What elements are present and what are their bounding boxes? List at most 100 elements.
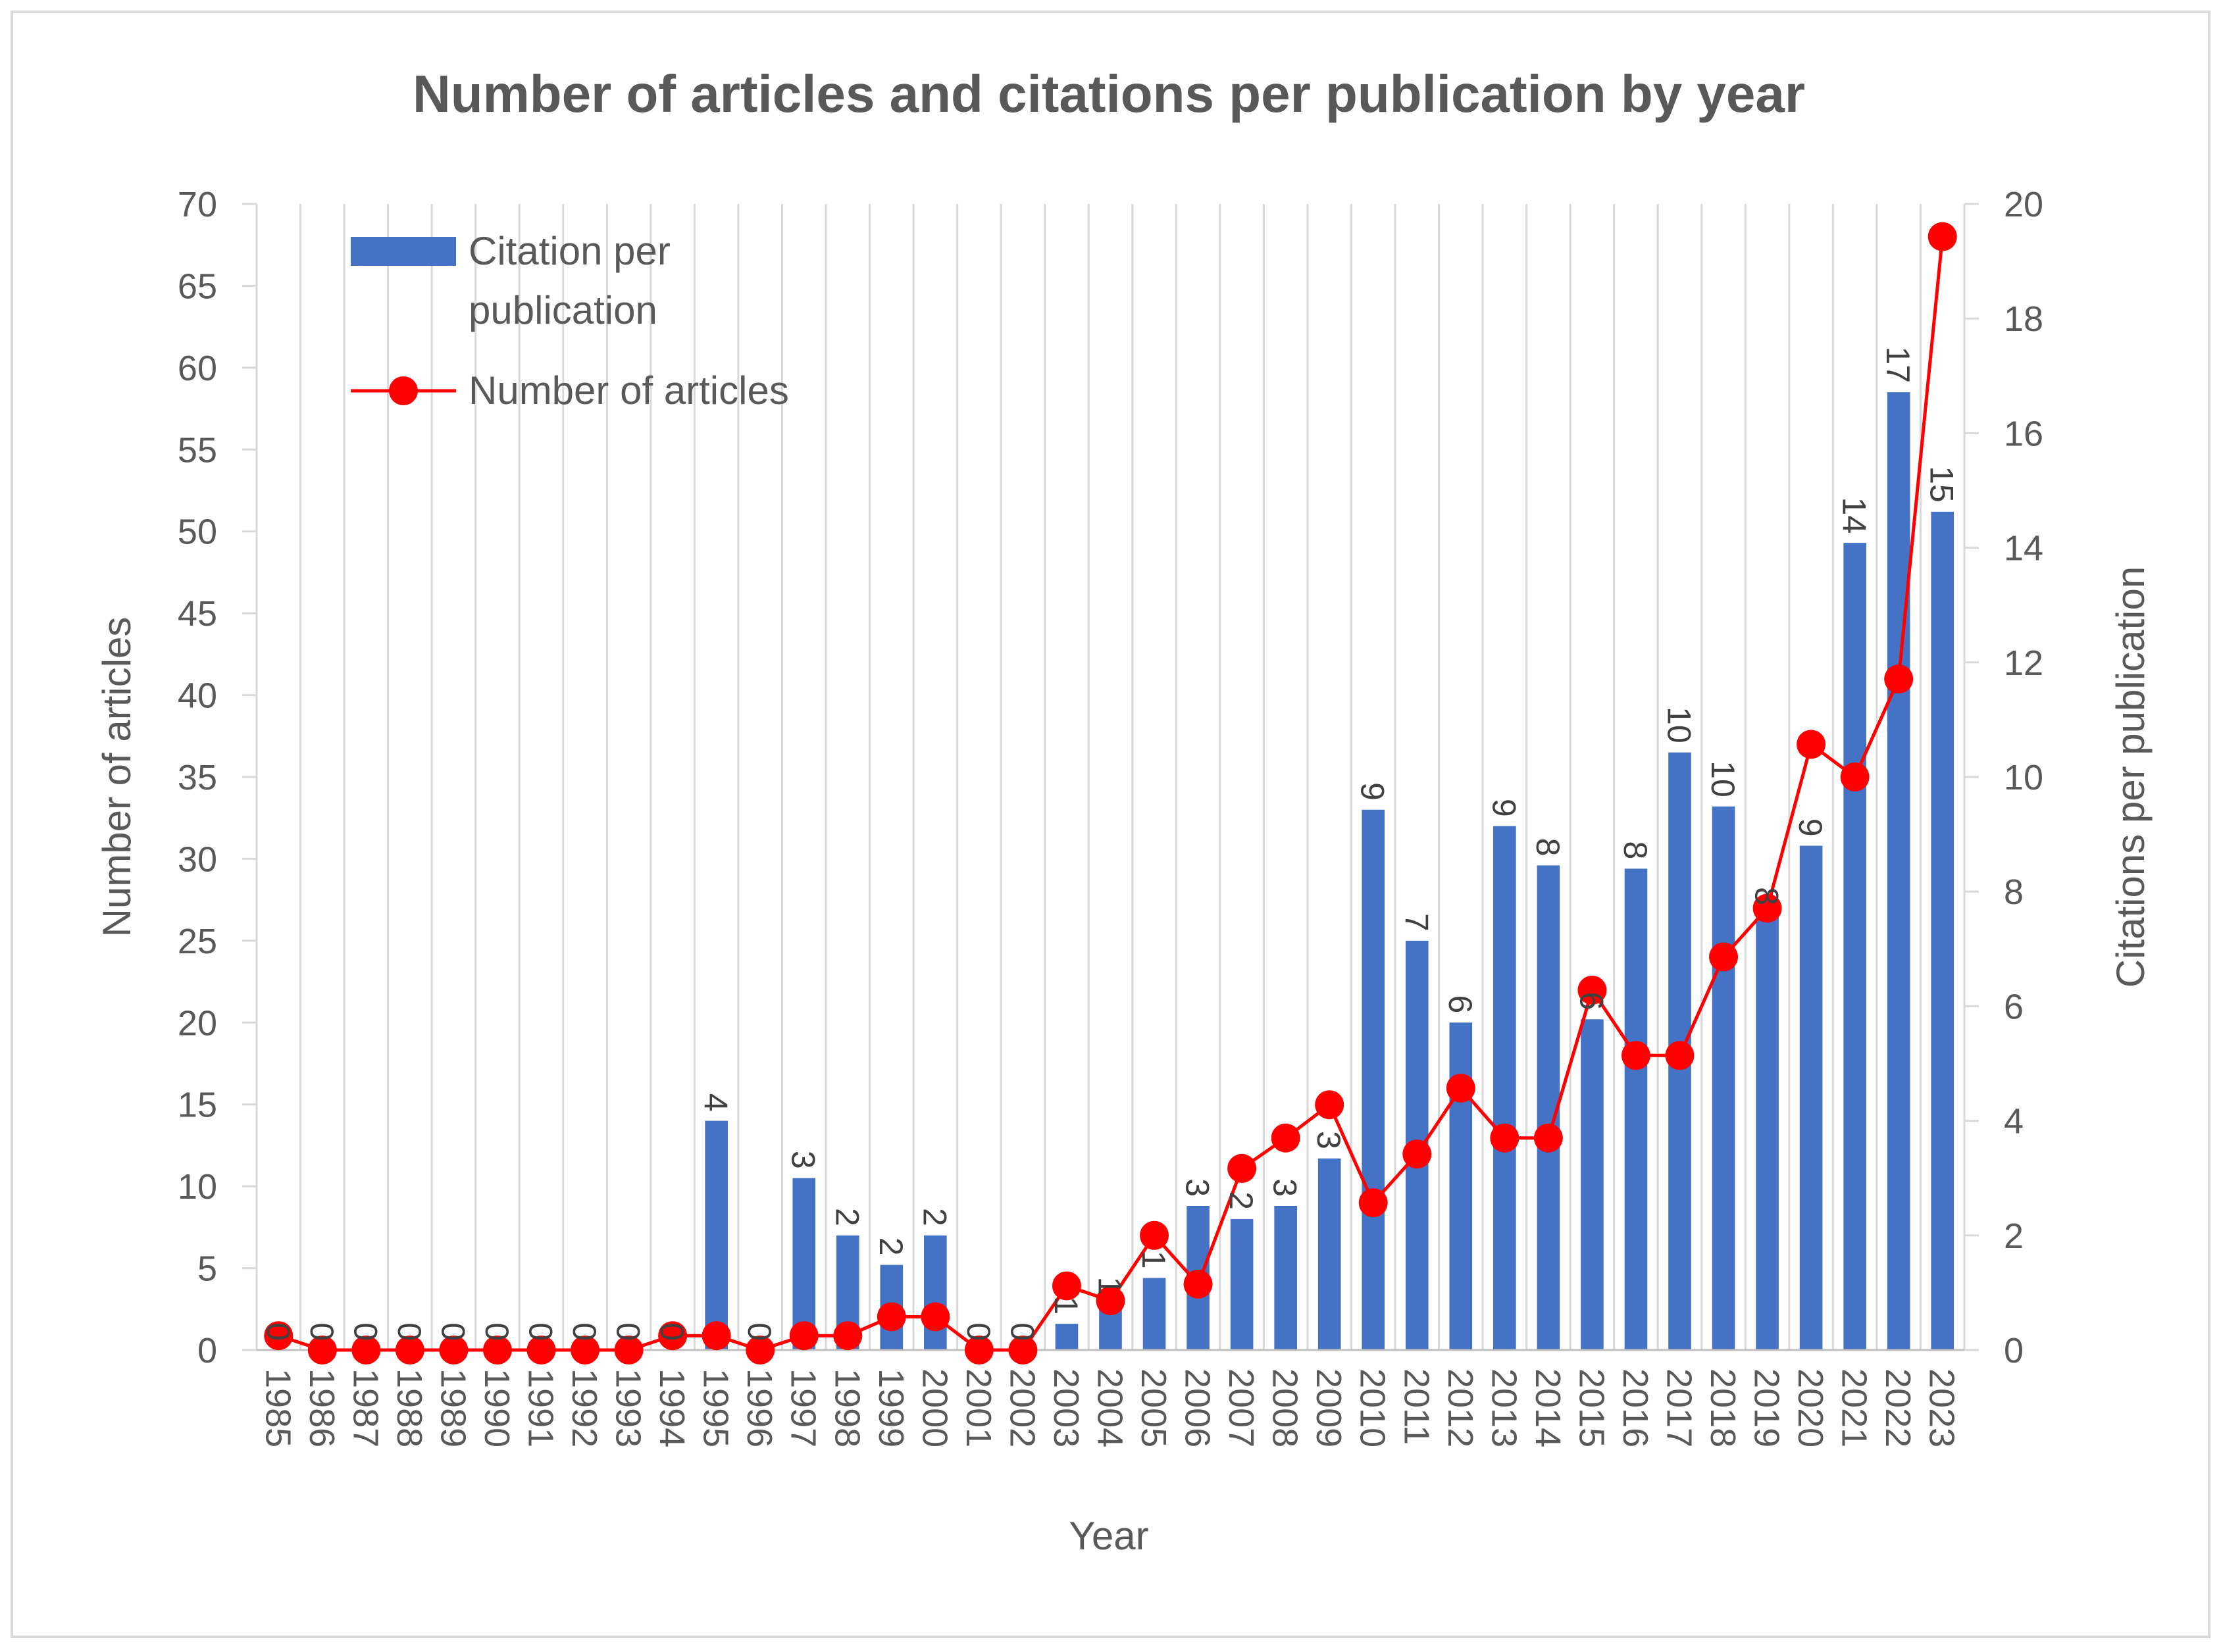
x-tick-label: 1993 [609, 1368, 648, 1447]
y-tick-label: 0 [197, 1331, 217, 1370]
bar [705, 1120, 728, 1350]
bar-data-label: 0 [1004, 1322, 1040, 1341]
y2-tick-label: 6 [2004, 987, 2024, 1026]
line-point [482, 1336, 512, 1364]
x-tick-label: 1989 [433, 1368, 472, 1447]
x-axis-title: Year [1069, 1514, 1148, 1558]
line-point [833, 1321, 863, 1351]
x-tick-label: 2008 [1265, 1368, 1305, 1447]
y-tick-label: 55 [178, 430, 217, 470]
bar [1799, 845, 1823, 1350]
x-tick-label: 2010 [1353, 1368, 1392, 1447]
y-tick-label: 45 [178, 594, 217, 634]
x-tick-label: 1998 [827, 1368, 867, 1447]
bar-data-label: 9 [1792, 818, 1829, 837]
x-tick-label: 2017 [1660, 1368, 1699, 1447]
x-tick-label: 2001 [959, 1368, 998, 1447]
bar-data-label: 0 [566, 1322, 603, 1341]
y-tick-label: 40 [178, 676, 217, 716]
bar [1756, 914, 1779, 1350]
bar-data-label: 0 [653, 1322, 690, 1341]
bar-data-label: 8 [1749, 887, 1785, 905]
bar-data-label: 0 [741, 1322, 778, 1341]
line-point [264, 1321, 294, 1351]
y2-tick-label: 20 [2004, 185, 2043, 224]
legend-bar-label-line2: publication [469, 288, 657, 332]
bar-data-label: 6 [1573, 991, 1610, 1010]
bar-data-label: 0 [960, 1322, 997, 1341]
line-point [1709, 942, 1739, 972]
line-point [1884, 664, 1914, 694]
bar-data-label: 6 [1442, 995, 1479, 1013]
y-tick-label: 5 [197, 1249, 217, 1289]
bar [1843, 543, 1866, 1350]
line-point [1271, 1123, 1300, 1153]
y-tick-label: 50 [178, 513, 217, 552]
bar [1142, 1278, 1166, 1350]
x-tick-label: 2015 [1571, 1368, 1611, 1447]
bar-data-label: 3 [1310, 1131, 1347, 1149]
legend-line-label: Number of articles [469, 368, 789, 413]
line-point [614, 1336, 644, 1364]
y2-tick-label: 18 [2004, 299, 2043, 339]
y2-tick-label: 14 [2004, 529, 2043, 568]
line-point [439, 1336, 469, 1364]
line-point [1533, 1123, 1563, 1153]
line-point [1490, 1123, 1519, 1153]
x-tick-label: 2019 [1747, 1368, 1787, 1447]
y-tick-label: 70 [178, 185, 217, 224]
line-point [1402, 1139, 1432, 1169]
bar [1931, 511, 1954, 1350]
axes: 0510152025303540455055606570024681012141… [178, 185, 2043, 1447]
y2-tick-label: 4 [2004, 1102, 2024, 1141]
y-tick-label: 65 [178, 266, 217, 306]
y2-axis-title: Citations per publication [2108, 566, 2153, 988]
bar-data-label: 2 [1223, 1191, 1260, 1210]
legend-bar-label-line1: Citation per [469, 229, 671, 273]
y2-tick-label: 12 [2004, 643, 2043, 683]
bar-data-label: 2 [829, 1208, 865, 1226]
bar-data-label: 1 [1048, 1296, 1085, 1314]
bar-data-label: 0 [347, 1322, 384, 1341]
bar-data-label: 0 [523, 1322, 559, 1341]
bar-data-label: 0 [434, 1322, 471, 1341]
y-axis-title: Number of articles [95, 617, 139, 938]
x-tick-label: 2014 [1528, 1368, 1568, 1447]
bar-data-label: 7 [1398, 913, 1435, 932]
x-tick-label: 2012 [1441, 1368, 1480, 1447]
x-tick-label: 2006 [1178, 1368, 1217, 1447]
line-point [351, 1336, 381, 1364]
bar-data-label: 14 [1836, 497, 1873, 534]
x-tick-label: 2020 [1791, 1368, 1830, 1447]
bar [1712, 806, 1735, 1350]
bar [1230, 1218, 1254, 1350]
line-point [1665, 1041, 1695, 1070]
bar-data-label: 10 [1661, 707, 1698, 743]
x-tick-label: 2013 [1484, 1368, 1523, 1447]
x-tick-label: 1987 [345, 1368, 385, 1447]
x-tick-label: 2023 [1922, 1368, 1962, 1447]
line-point [1315, 1090, 1344, 1120]
x-tick-label: 1995 [696, 1368, 736, 1447]
y2-tick-label: 16 [2004, 414, 2043, 453]
bar [1887, 392, 1910, 1350]
bar [1055, 1324, 1079, 1350]
x-tick-label: 2021 [1835, 1368, 1874, 1447]
y-tick-label: 35 [178, 758, 217, 797]
line-point [789, 1321, 819, 1351]
y-tick-label: 25 [178, 922, 217, 961]
x-tick-label: 1990 [477, 1368, 517, 1447]
bar [1317, 1158, 1341, 1350]
bar-data-label: 2 [916, 1208, 953, 1226]
y-tick-label: 15 [178, 1086, 217, 1125]
line-point [307, 1336, 337, 1364]
x-tick-label: 2018 [1703, 1368, 1743, 1447]
line-point [746, 1336, 775, 1364]
x-tick-label: 1986 [302, 1368, 342, 1447]
bar-data-label: 8 [1529, 838, 1566, 857]
bar-data-label: 2 [873, 1238, 909, 1256]
line-point [964, 1336, 994, 1364]
x-tick-label: 1999 [871, 1368, 911, 1447]
line-point [1446, 1073, 1475, 1103]
